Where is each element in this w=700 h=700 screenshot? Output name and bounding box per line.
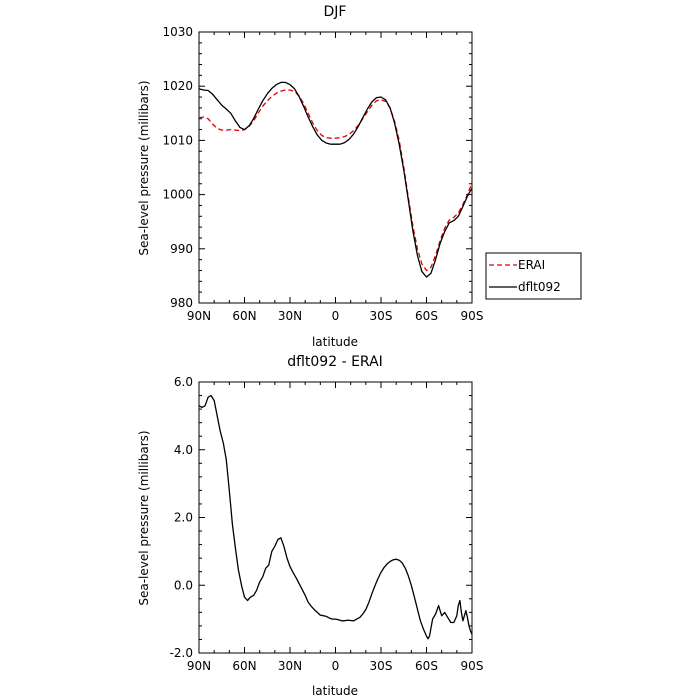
y-tick-label: 990 bbox=[170, 242, 193, 256]
x-tick-label: 90N bbox=[187, 309, 211, 323]
x-tick-label: 90N bbox=[187, 659, 211, 673]
y-tick-label: 4.0 bbox=[174, 443, 193, 457]
y-tick-label: 1010 bbox=[162, 133, 193, 147]
x-tick-label: 60N bbox=[232, 659, 256, 673]
x-ticks: 90N 60N 30N 0 30S 60S 90S bbox=[187, 32, 484, 323]
y-tick-label: 1030 bbox=[162, 25, 193, 39]
series-lines bbox=[198, 81, 473, 278]
x-tick-label: 90S bbox=[461, 309, 484, 323]
y-ticks: 980 990 1000 1010 1020 1030 bbox=[162, 25, 472, 310]
legend-label-dflt092: dflt092 bbox=[518, 280, 561, 294]
chart-difference: dflt092 - ERAI -2.0 0.0 2.0 4.0 6.0 90N 60N 30… bbox=[137, 354, 483, 698]
y-tick-label: 1020 bbox=[162, 79, 193, 93]
x-tick-label: 60S bbox=[415, 309, 438, 323]
legend-label-erai: ERAI bbox=[518, 258, 545, 272]
plot-frame bbox=[198, 381, 473, 654]
y-tick-label: 0.0 bbox=[174, 578, 193, 592]
y-tick-label: -2.0 bbox=[170, 646, 193, 660]
x-tick-label: 30N bbox=[278, 309, 302, 323]
legend-box bbox=[485, 252, 582, 300]
x-tick-label: 60S bbox=[415, 659, 438, 673]
y-tick-label: 6.0 bbox=[174, 375, 193, 389]
x-tick-label: 30S bbox=[370, 659, 393, 673]
x-tick-label: 30S bbox=[370, 309, 393, 323]
chart-title: DJF bbox=[324, 4, 347, 20]
x-tick-label: 0 bbox=[332, 659, 340, 673]
chart-title: dflt092 - ERAI bbox=[287, 354, 383, 370]
y-axis-label: Sea-level pressure (millibars) bbox=[137, 430, 151, 605]
series-lines bbox=[198, 394, 473, 640]
chart-djf: DJF 980 990 1000 1010 1020 1030 90N 60N 30N 0 30S… bbox=[137, 4, 582, 349]
x-tick-label: 90S bbox=[461, 659, 484, 673]
series-line-dflt092-erai bbox=[198, 394, 473, 640]
y-axis-label: Sea-level pressure (millibars) bbox=[137, 80, 151, 255]
y-tick-label: 2.0 bbox=[174, 511, 193, 525]
y-tick-label: 1000 bbox=[162, 188, 193, 202]
x-axis-label: latitude bbox=[312, 335, 358, 349]
x-ticks: 90N 60N 30N 0 30S 60S 90S bbox=[187, 382, 484, 673]
plot-frame bbox=[198, 31, 473, 304]
x-tick-label: 30N bbox=[278, 659, 302, 673]
y-tick-label: 980 bbox=[170, 296, 193, 310]
series-line-dflt092 bbox=[198, 81, 473, 278]
legend: ERAI dflt092 bbox=[485, 252, 582, 300]
x-tick-label: 0 bbox=[332, 309, 340, 323]
x-tick-label: 60N bbox=[232, 309, 256, 323]
x-axis-label: latitude bbox=[312, 684, 358, 698]
series-line-erai bbox=[198, 89, 473, 272]
y-ticks: -2.0 0.0 2.0 4.0 6.0 bbox=[170, 375, 472, 660]
